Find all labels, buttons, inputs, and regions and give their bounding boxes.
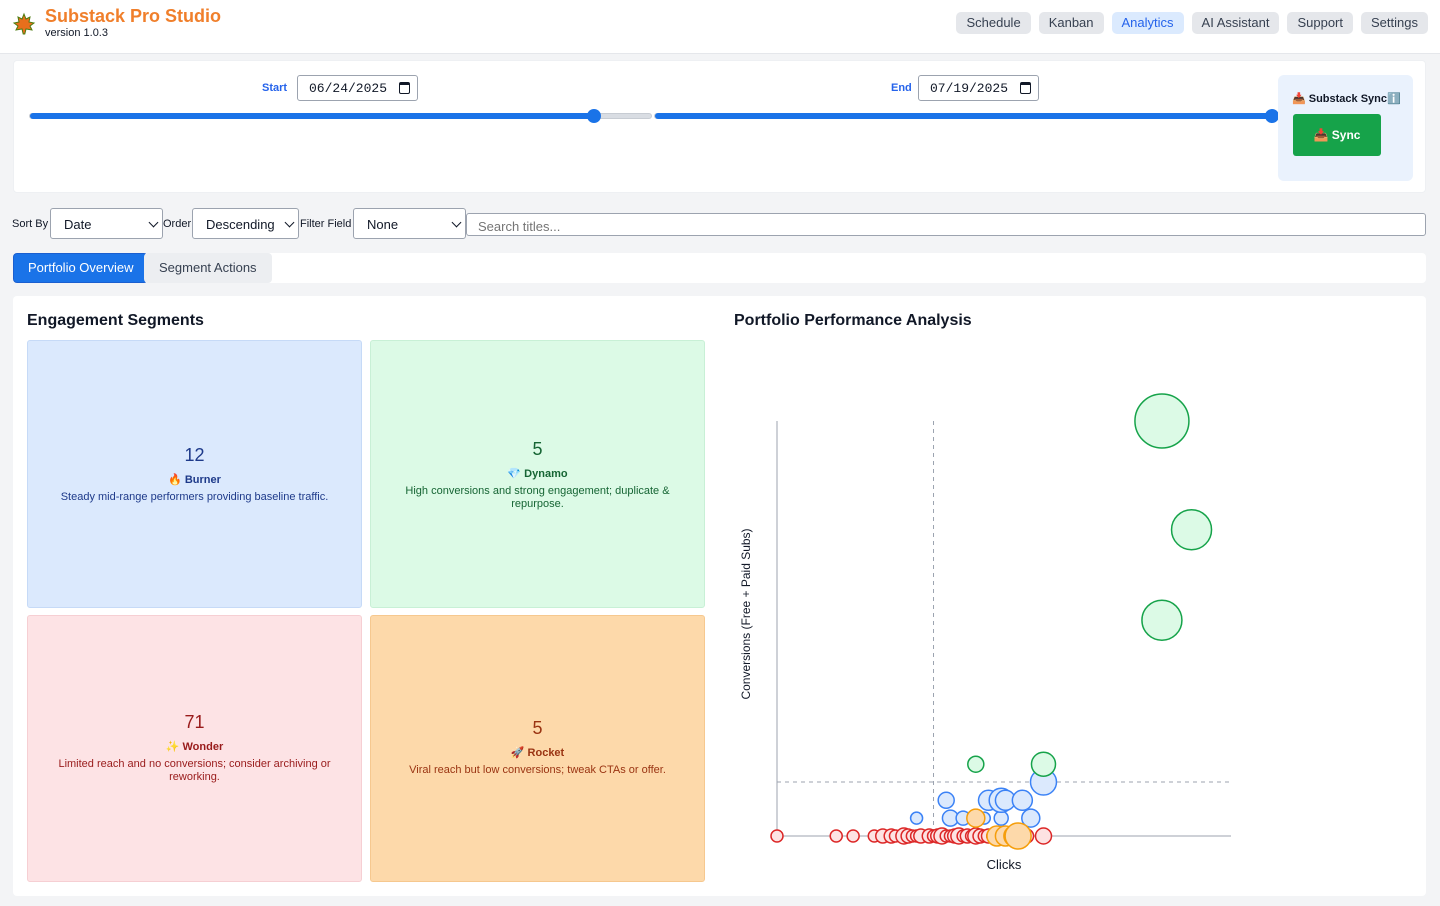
app-header: Substack Pro Studio version 1.0.3 Schedu… [0, 0, 1440, 54]
order-select[interactable]: Descending [192, 208, 299, 239]
scatter-points [770, 393, 1213, 850]
segment-description: Viral reach but low conversions; tweak C… [409, 764, 666, 776]
segment-card-dynamo[interactable]: 5 💎 Dynamo High conversions and strong e… [370, 340, 705, 608]
chevron-down-icon [148, 217, 159, 228]
app-version: version 1.0.3 [45, 27, 108, 39]
sort-by-value: Date [64, 217, 92, 232]
start-date-slider[interactable] [29, 109, 652, 123]
scatter-point[interactable] [993, 810, 1009, 826]
segment-card-wonder[interactable]: 71 ✨ Wonder Limited reach and no convers… [27, 615, 362, 882]
scatter-point[interactable] [1021, 808, 1041, 828]
start-date-value: 06/24/2025 [309, 81, 388, 96]
segment-name: ✨ Wonder [165, 741, 224, 753]
sort-by-select[interactable]: Date [50, 208, 163, 239]
chart-title: Portfolio Performance Analysis [734, 312, 972, 329]
search-input[interactable] [466, 213, 1426, 236]
segment-count: 5 [532, 439, 543, 459]
scatter-point[interactable] [1034, 827, 1053, 845]
nav-schedule[interactable]: Schedule [956, 12, 1031, 34]
segment-description: Steady mid-range performers providing ba… [60, 491, 329, 503]
scatter-point[interactable] [1011, 789, 1034, 812]
tab-bar: Portfolio Overview Segment Actions [13, 253, 1426, 283]
scatter-point[interactable] [770, 829, 784, 843]
top-nav: Schedule Kanban Analytics AI Assistant S… [956, 12, 1428, 34]
start-slider-thumb[interactable] [586, 109, 601, 123]
segment-count: 71 [184, 712, 205, 732]
nav-analytics[interactable]: Analytics [1111, 12, 1184, 34]
segment-card-rocket[interactable]: 5 🚀 Rocket Viral reach but low conversio… [370, 615, 705, 882]
segment-name: 🚀 Rocket [510, 747, 565, 759]
scatter-point[interactable] [967, 755, 985, 773]
end-date-label: End [891, 82, 912, 94]
filter-field-select[interactable]: None [353, 208, 466, 239]
end-slider-thumb[interactable] [1264, 109, 1279, 123]
segment-description: Limited reach and no conversions; consid… [58, 758, 331, 783]
segment-description: High conversions and strong engagement; … [405, 485, 670, 510]
tab-portfolio-overview[interactable]: Portfolio Overview [13, 253, 149, 283]
segments-title: Engagement Segments [27, 312, 204, 329]
maple-leaf-icon [12, 12, 36, 35]
segment-count: 5 [532, 718, 543, 738]
scatter-point[interactable] [829, 829, 843, 843]
order-label: Order [163, 218, 192, 230]
scatter-point[interactable] [1004, 822, 1032, 850]
filter-field-label: Filter Field [300, 218, 352, 230]
nav-support[interactable]: Support [1287, 12, 1354, 34]
nav-ai-assistant[interactable]: AI Assistant [1191, 12, 1280, 34]
filter-bar: Sort By Date Order Descending Filter Fie… [0, 208, 1440, 240]
segment-card-burner[interactable]: 12 🔥 Burner Steady mid-range performers … [27, 340, 362, 608]
sync-title: 📥 Substack Syncℹ️ [1292, 92, 1401, 105]
calendar-icon[interactable] [399, 82, 410, 94]
segment-name: 🔥 Burner [168, 474, 221, 486]
calendar-icon[interactable] [1020, 82, 1031, 94]
scatter-point[interactable] [937, 791, 955, 810]
nav-settings[interactable]: Settings [1361, 12, 1428, 34]
segment-name: 💎 Dynamo [507, 468, 568, 480]
start-date-label: Start [262, 82, 288, 94]
end-slider-fill [655, 113, 1272, 119]
x-axis-label: Clicks [987, 857, 1022, 872]
portfolio-performance-chart: Clicks Conversions (Free + Paid Subs) [739, 393, 1231, 872]
order-value: Descending [206, 217, 275, 232]
sync-button[interactable]: 📥 Sync [1293, 114, 1381, 156]
date-range-panel: Start 06/24/2025 End 07/19/2025 📥 Substa… [13, 60, 1426, 193]
chevron-down-icon [284, 217, 295, 228]
end-date-input[interactable]: 07/19/2025 [918, 75, 1039, 101]
substack-sync-panel: 📥 Substack Syncℹ️ 📥 Sync [1278, 75, 1413, 181]
end-date-value: 07/19/2025 [930, 81, 1009, 96]
tab-segment-actions[interactable]: Segment Actions [144, 253, 272, 283]
scatter-point[interactable] [846, 829, 860, 843]
sort-by-label: Sort By [12, 218, 49, 230]
scatter-point[interactable] [1134, 393, 1190, 449]
y-axis-label: Conversions (Free + Paid Subs) [739, 528, 753, 699]
scatter-point[interactable] [1141, 599, 1183, 641]
scatter-point[interactable] [1170, 508, 1213, 551]
nav-kanban[interactable]: Kanban [1038, 12, 1104, 34]
chevron-down-icon [451, 217, 462, 228]
portfolio-overview-card: Engagement Segments 12 🔥 Burner Steady m… [13, 296, 1426, 896]
start-slider-fill [30, 113, 594, 119]
app-title: Substack Pro Studio [45, 6, 222, 26]
scatter-point[interactable] [966, 808, 986, 828]
start-date-input[interactable]: 06/24/2025 [297, 75, 418, 101]
end-date-slider[interactable] [654, 109, 1279, 123]
filter-field-value: None [367, 217, 399, 232]
info-icon[interactable]: ℹ️ [1387, 93, 1401, 105]
scatter-point[interactable] [1030, 751, 1057, 777]
scatter-point[interactable] [909, 811, 924, 825]
sync-title-text: 📥 Substack Sync [1292, 93, 1388, 105]
segment-count: 12 [184, 445, 205, 465]
